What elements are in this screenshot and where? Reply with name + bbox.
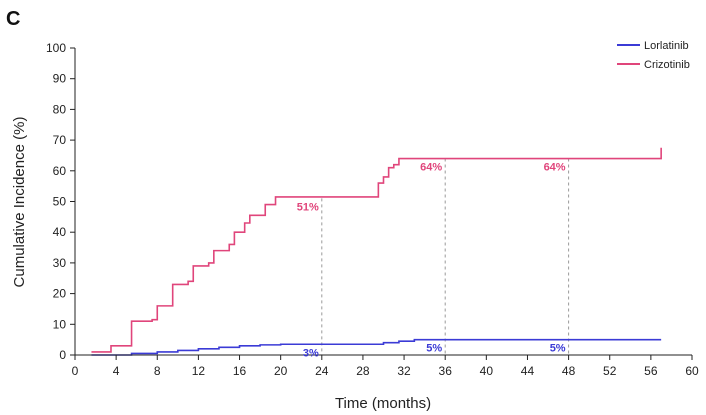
legend-label-crizotinib: Crizotinib xyxy=(644,59,690,71)
annotation-lorlatinib: 5% xyxy=(550,343,566,355)
x-tick-label: 4 xyxy=(113,364,120,378)
x-tick-label: 60 xyxy=(685,364,699,378)
y-tick-label: 80 xyxy=(53,102,67,116)
annotation-crizotinib: 64% xyxy=(420,162,442,174)
y-tick-label: 90 xyxy=(53,72,67,86)
axes: 0 4 8 12 16 20 24 28 32 36 40 44 48 52 56 6001020304050… xyxy=(46,41,699,378)
x-tick-label: 12 xyxy=(192,364,206,378)
legend-label-lorlatinib: Lorlatinib xyxy=(644,40,689,52)
series-line-crizotinib xyxy=(91,147,662,353)
reference-lines xyxy=(321,158,570,355)
annotation-crizotinib: 64% xyxy=(544,162,566,174)
series-line-lorlatinib xyxy=(91,338,662,356)
y-tick-label: 70 xyxy=(53,133,67,147)
x-tick-label: 56 xyxy=(644,364,658,378)
x-tick-label: 32 xyxy=(397,364,411,378)
annotation-lorlatinib: 5% xyxy=(426,343,442,355)
y-tick-label: 20 xyxy=(53,287,67,301)
x-axis-title: Time (months) xyxy=(335,395,431,412)
x-tick-label: 28 xyxy=(356,364,370,378)
y-tick-label: 50 xyxy=(53,195,67,209)
x-tick-label: 24 xyxy=(315,364,329,378)
series-lines xyxy=(91,147,662,356)
panel-label: C xyxy=(6,8,21,30)
y-tick-label: 10 xyxy=(53,317,67,331)
y-axis-title: Cumulative Incidence (%) xyxy=(11,117,28,288)
annotation-lorlatinib: 3% xyxy=(303,347,319,359)
x-tick-label: 44 xyxy=(521,364,535,378)
x-tick-label: 36 xyxy=(439,364,453,378)
y-tick-label: 30 xyxy=(53,256,67,270)
y-tick-label: 40 xyxy=(53,225,67,239)
x-tick-label: 20 xyxy=(274,364,288,378)
x-tick-label: 48 xyxy=(562,364,576,378)
x-tick-label: 16 xyxy=(233,364,247,378)
annotations: 51% 64% 64% 3% 5% 5% xyxy=(297,162,566,360)
y-tick-label: 0 xyxy=(59,348,66,362)
x-tick-label: 8 xyxy=(154,364,161,378)
legend: Lorlatinib Crizotinib xyxy=(617,40,690,71)
x-tick-label: 40 xyxy=(480,364,494,378)
y-tick-label: 60 xyxy=(53,164,67,178)
annotation-crizotinib: 51% xyxy=(297,201,319,213)
x-tick-label: 0 xyxy=(72,364,79,378)
y-tick-label: 100 xyxy=(46,41,66,55)
x-tick-label: 52 xyxy=(603,364,617,378)
